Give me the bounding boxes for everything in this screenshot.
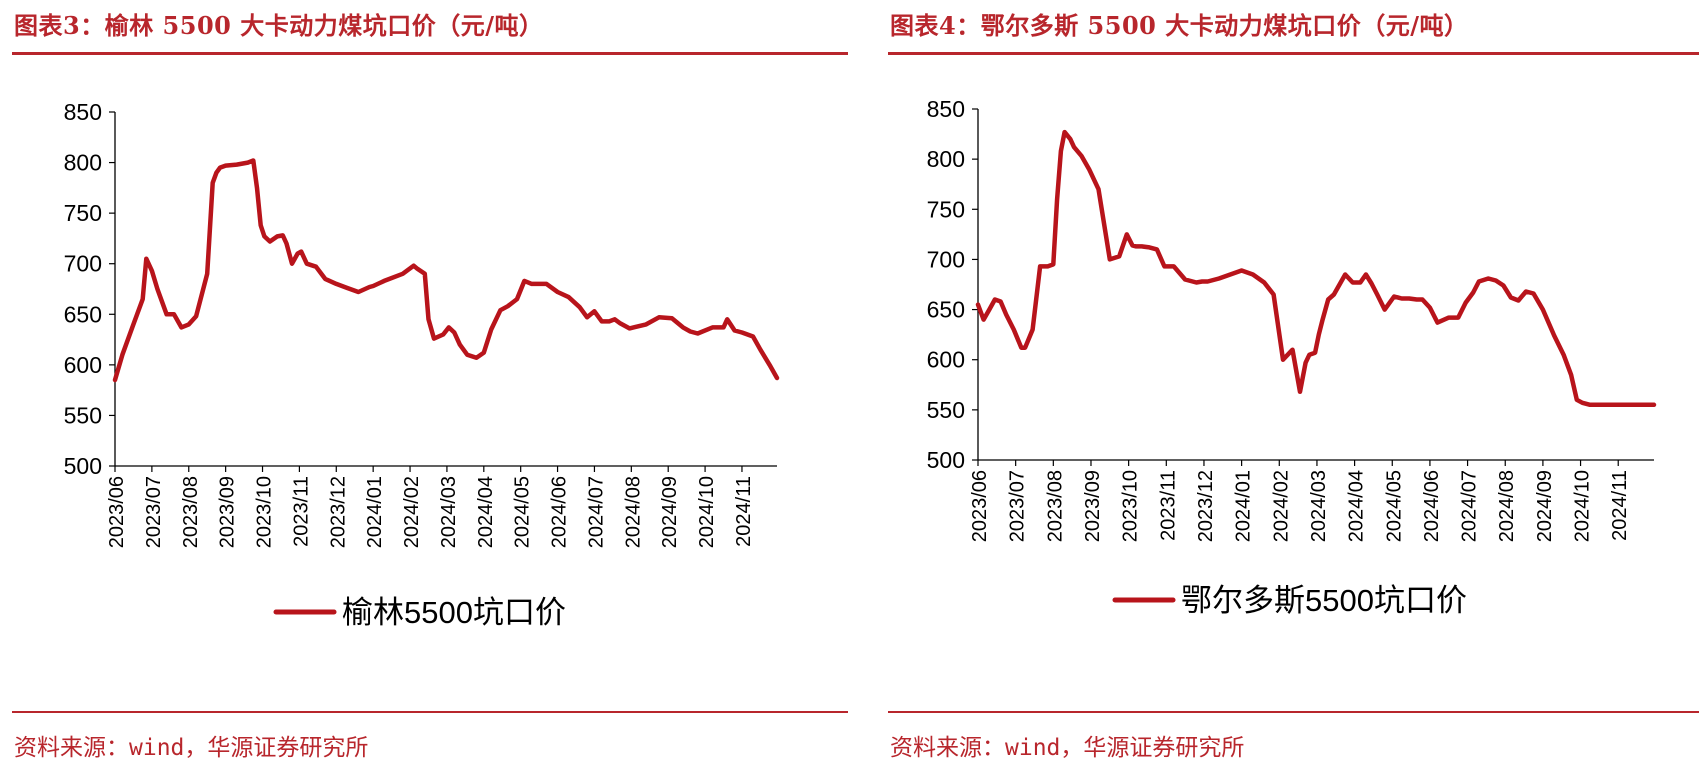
x-tick-label: 2024/03 [1308, 470, 1330, 542]
y-tick-label: 650 [927, 297, 965, 323]
x-tick-label: 2023/07 [1007, 470, 1029, 542]
x-tick-label: 2024/09 [1534, 470, 1556, 542]
y-tick-label: 650 [64, 301, 102, 327]
x-tick-label: 2023/12 [327, 476, 349, 548]
x-tick-label: 2024/01 [1233, 470, 1255, 542]
x-tick-label: 2023/10 [1120, 470, 1142, 542]
x-tick-label: 2024/02 [401, 476, 423, 548]
x-tick-label: 2024/11 [733, 476, 755, 547]
y-tick-label: 800 [64, 150, 102, 176]
source-rule [12, 711, 848, 713]
y-tick-label: 500 [64, 453, 102, 479]
x-tick-label: 2023/08 [180, 476, 202, 548]
x-tick-label: 2023/09 [1082, 470, 1104, 542]
y-tick-label: 850 [64, 99, 102, 125]
source-rule [888, 711, 1699, 713]
x-tick-label: 2024/09 [659, 476, 681, 548]
x-tick-label: 2024/02 [1270, 470, 1292, 542]
x-tick-label: 2024/08 [622, 476, 644, 548]
x-tick-label: 2024/11 [1609, 470, 1631, 541]
x-tick-label: 2024/05 [1383, 470, 1405, 542]
x-tick-label: 2023/06 [106, 476, 128, 548]
x-tick-label: 2024/01 [364, 476, 386, 548]
x-tick-label: 2023/11 [1157, 470, 1179, 541]
x-tick-label: 2024/03 [438, 476, 460, 548]
series-line [975, 129, 1657, 408]
chart-title: 图表3：榆林 5500 大卡动力煤坑口价（元/吨） [14, 11, 544, 40]
x-tick-label: 2024/08 [1496, 470, 1518, 542]
x-tick-label: 2024/10 [1572, 470, 1594, 542]
title-rule [888, 52, 1699, 55]
title-rule [12, 52, 848, 55]
x-tick-label: 2023/10 [254, 476, 276, 548]
y-tick-label: 550 [64, 402, 102, 428]
chart-panel-yulin: 图表3：榆林 5500 大卡动力煤坑口价（元/吨） 500 550 600 650 70… [12, 11, 848, 761]
chart-title: 图表4：鄂尔多斯 5500 大卡动力煤坑口价（元/吨） [890, 11, 1469, 40]
x-tick-label: 2024/07 [1459, 470, 1481, 542]
series-line [112, 158, 780, 383]
chart-panel-ordos: 图表4：鄂尔多斯 5500 大卡动力煤坑口价（元/吨） 500 550 600 650… [876, 0, 1699, 773]
x-tick-label: 2024/10 [696, 476, 718, 548]
y-tick-label: 700 [927, 246, 965, 272]
x-tick-label: 2024/05 [512, 476, 534, 548]
y-tick-label: 750 [64, 200, 102, 226]
x-tick-label: 2024/06 [549, 476, 571, 548]
x-tick-label: 2023/06 [969, 470, 991, 542]
x-tick-label: 2023/08 [1044, 470, 1066, 542]
y-tick-label: 550 [927, 397, 965, 423]
source-note: 资料来源：wind，华源证券研究所 [890, 735, 1245, 761]
x-tick-label: 2023/12 [1195, 470, 1217, 542]
x-tick-label: 2024/07 [585, 476, 607, 548]
x-tick-label: 2023/11 [290, 476, 312, 547]
x-tick-label: 2023/09 [217, 476, 239, 548]
source-note: 资料来源：wind，华源证券研究所 [14, 735, 369, 761]
line-chart: 500 550 600 650 700 750 800 850 2023/06 2023/07 20… [64, 99, 780, 630]
legend-label: 鄂尔多斯5500坑口价 [1181, 583, 1467, 618]
y-tick-label: 750 [927, 196, 965, 222]
x-tick-label: 2024/06 [1421, 470, 1443, 542]
legend-label: 榆林5500坑口价 [342, 595, 566, 630]
y-tick-label: 700 [64, 251, 102, 277]
y-tick-label: 850 [927, 96, 965, 122]
x-tick-label: 2023/07 [143, 476, 165, 548]
y-tick-label: 600 [927, 347, 965, 373]
y-tick-label: 600 [64, 352, 102, 378]
y-tick-label: 500 [927, 447, 965, 473]
x-tick-label: 2024/04 [475, 476, 497, 548]
line-chart: 500 550 600 650 700 750 800 850 2023/06 2023/07 20… [927, 96, 1657, 618]
x-tick-label: 2024/04 [1346, 470, 1368, 542]
y-tick-label: 800 [927, 146, 965, 172]
